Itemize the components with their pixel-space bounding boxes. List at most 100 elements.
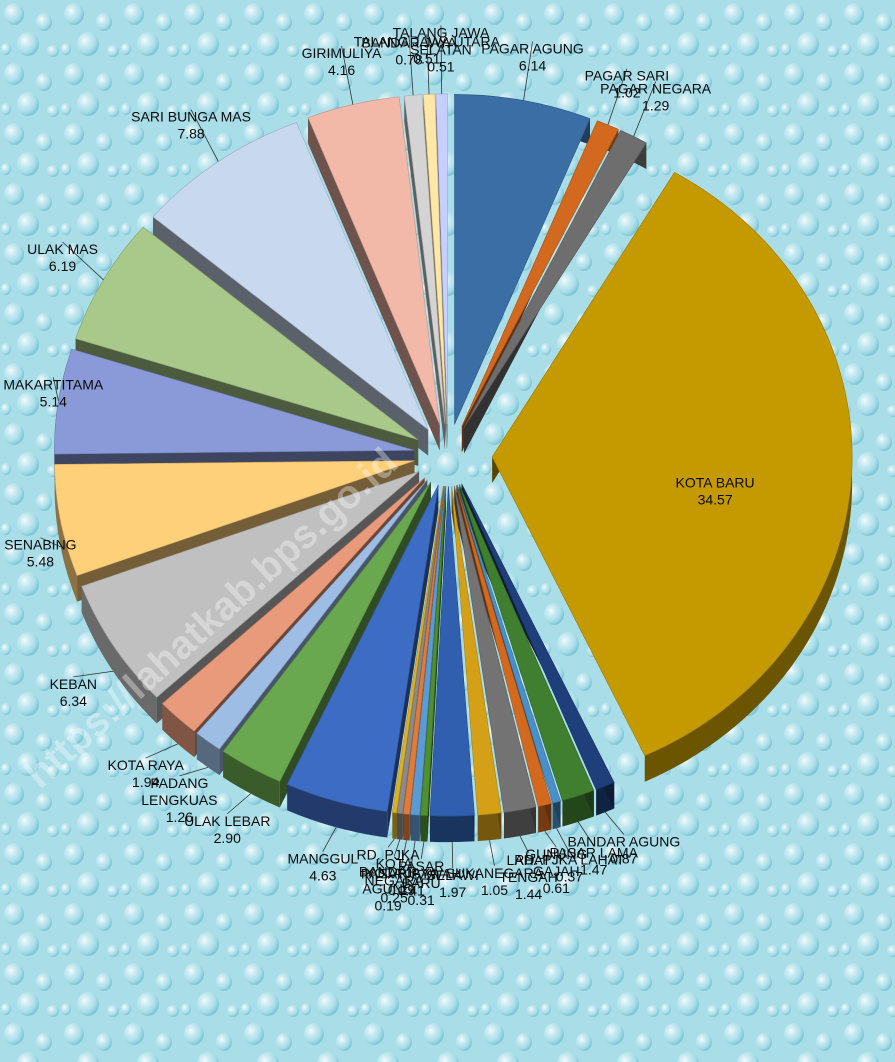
value-selawi: 1.97 [439,884,466,900]
leader-talang-jawa-utara [426,34,430,95]
value-kota-jaya: 0.29 [388,882,415,898]
slice-side-padang-lengkuas [196,733,220,776]
label-makartitama: MAKARTITAMA [3,376,103,392]
leader-rd-pjka-lahat [556,828,570,853]
value-pagar-negara: 1.29 [642,98,669,114]
leader-bandar-agung [604,811,625,835]
label-pasar-baru-1: PASAR [398,858,444,874]
label-rd-pjka-bandar-agung-3: AGUNG [362,880,413,896]
leader-girimuliya [341,45,354,105]
value-bandar-jaya: 0.78 [395,52,422,68]
slice-pasar-bawah [410,486,446,816]
label-keban: KEBAN [50,676,97,692]
value-pasar-lama: 1.47 [580,861,607,877]
value-sari-bunga-mas: 7.88 [177,126,204,142]
value-pasar-bawah: 0.41 [398,883,425,899]
label-girimuliya: GIRIMULIYA [302,45,383,61]
value-rd-pjka-bandar-agung: 0.19 [374,897,401,913]
label-kota-negara-1: KOTA [376,856,414,872]
leader-selawi [451,842,454,869]
slice-side-pasar-bawah [410,814,420,842]
slice-wall-pasar-baru [427,486,446,842]
label-kota-negara-2: NEGARA [365,873,425,889]
label-lahat-tengah-1: LAHAT [507,852,552,868]
slice-wall-bandar-jaya [404,96,445,450]
slice-side-selawi [429,815,475,843]
slice-senabing [54,460,415,576]
label-sukanegara: SUKANEGARA [446,865,544,881]
label-rd-pjka-bandar-agung-1: RD. PJKA [357,846,421,862]
label-senabing: SENABING [4,537,76,553]
slice-side-ulak-lebar [223,751,280,808]
value-girimuliya: 4.16 [328,62,355,78]
slice-manggul [286,484,439,812]
value-gunung-gajah: 0.61 [543,880,570,896]
label-pagar-sari: PAGAR SARI [585,68,670,84]
value-sukanegara: 1.05 [481,882,508,898]
label-talang-jawa-utara: TALANG JAWA UTARA [354,33,501,49]
slice-side-kota-jaya [403,813,410,841]
label-padang-lengkuas-2: LENGKUAS [141,792,217,808]
slice-side-rd-pjka-bandar-agung [392,812,397,840]
value-ulak-lebar: 2.90 [214,830,241,846]
leader-senabing [40,537,61,548]
slice-side-lahat-tengah [503,807,536,839]
label-pagar-negara: PAGAR NEGARA [600,81,712,97]
leader-makartitama [52,377,59,401]
slice-lahat-tengah [453,485,537,813]
leader-lahat-tengah [519,835,529,853]
leader-lines [40,25,657,869]
slice-kota-negara [396,485,445,815]
leader-manggul [322,827,337,852]
label-talang-jawa-selatan-2: SELATAN [410,41,472,57]
value-talang-jawa-selatan: 0.51 [427,58,454,74]
leader-kota-jaya [401,840,407,866]
label-padang-lengkuas-1: PADANG [150,775,208,791]
slice-side-pasar-baru [420,815,428,842]
leader-ulak-lebar [226,793,251,815]
slice-wall-manggul [387,484,439,838]
slice-side-manggul [287,784,388,838]
leader-ulak-mas [62,241,104,281]
value-talang-jawa-utara: 0.51 [413,50,440,66]
value-pagar-agung: 6.14 [519,57,546,73]
value-bandar-agung: 0.87 [610,851,637,867]
slice-pagar-agung [454,94,591,425]
slice-keban [81,471,420,698]
slice-ulak-mas [75,226,419,441]
slice-padang-lengkuas [196,479,428,750]
label-rd-pjka-bandar-agung-2: BANDAR [359,863,417,879]
leader-keban [73,670,114,678]
slice-side-pasar-lama [562,790,594,827]
slice-kota-baru [491,171,853,757]
slice-side-kota-negara [397,813,403,840]
leader-pagar-negara [633,81,657,137]
slice-side-kota-raya [162,703,195,758]
label-manggul: MANGGUL [287,850,358,866]
label-rd-pjka-lahat: RD. PJKA LAHAT [514,851,625,867]
slice-sukanegara [451,485,502,816]
label-kota-baru: KOTA BARU [676,474,755,490]
value-kota-baru: 34.57 [698,491,733,507]
value-padang-lengkuas: 1.26 [166,809,193,825]
leader-gunung-gajah [544,830,557,848]
leader-bandar-jaya [408,35,414,96]
label-bandar-jaya: BANDAR JAYA [361,35,457,51]
label-kota-raya: KOTA RAYA [108,757,185,773]
label-lahat-tengah-2: TENGAH [499,869,557,885]
label-pagar-agung: PAGAR AGUNG [481,40,583,56]
slice-kota-raya [161,477,425,732]
value-keban: 6.34 [60,693,87,709]
label-pasar-lama: PASAR LAMA [549,844,638,860]
slice-bandar-agung [461,483,615,791]
leader-padang-lengkuas [179,766,209,777]
slice-talang-jawa-utara [422,93,447,424]
value-senabing: 5.48 [27,554,54,570]
label-sari-bunga-mas: SARI BUNGA MAS [131,109,251,125]
slice-gunung-gajah [456,485,552,807]
leader-pasar-bawah [410,840,416,867]
slice-wall-girimuliya [308,117,440,451]
slice-talang-jawa-selatan [435,93,448,424]
leader-pagar-agung [523,41,533,101]
